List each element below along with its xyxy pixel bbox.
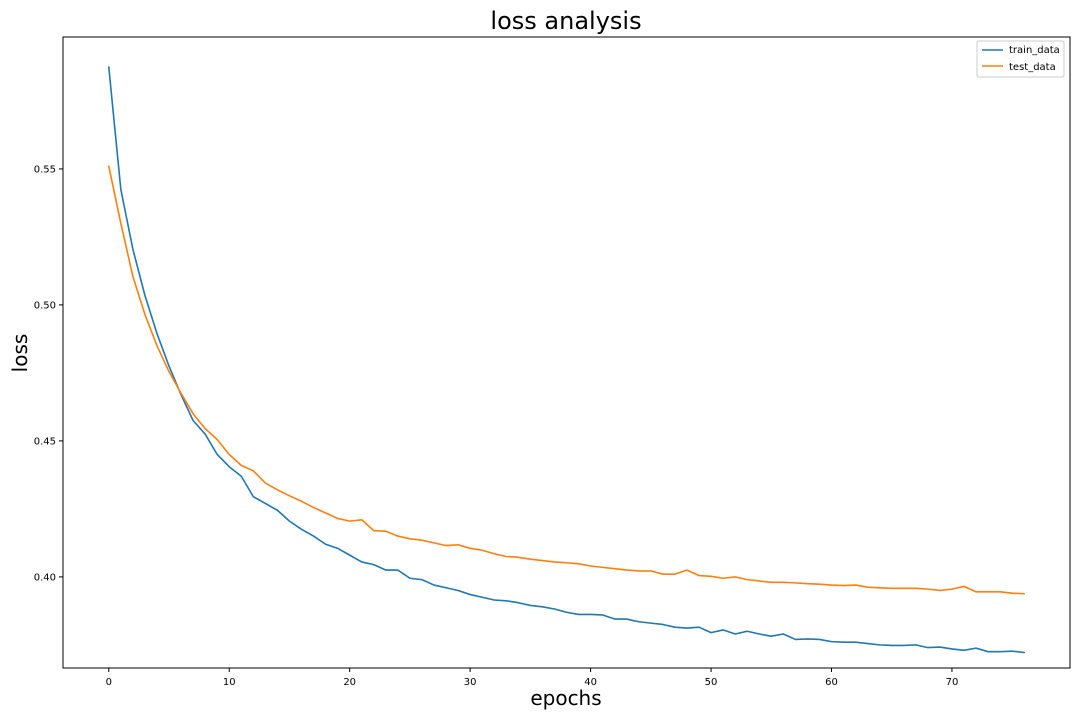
x-tick-label: 20 [343, 677, 356, 688]
series-group [107, 66, 1026, 654]
x-tick-label: 10 [223, 677, 236, 688]
legend: train_data test_data [976, 40, 1065, 78]
legend-label-train-data: train_data [1009, 45, 1060, 56]
x-tick-label: 70 [946, 677, 959, 688]
legend-label-test-data: test_data [1009, 62, 1056, 73]
y-tick-label: 0.55 [34, 164, 56, 175]
y-tick-label: 0.50 [34, 300, 56, 311]
y-axis: 0.40 0.45 0.50 0.55 [34, 164, 63, 583]
y-axis-label: loss [8, 334, 32, 373]
x-tick-label: 60 [825, 677, 838, 688]
x-axis: 0 10 20 30 40 50 60 70 [106, 668, 959, 688]
plot-area [62, 36, 1071, 669]
y-tick-label: 0.45 [34, 436, 56, 447]
chart-title: loss analysis [490, 7, 641, 35]
series-line-test-data [107, 165, 1026, 595]
x-tick-label: 30 [464, 677, 477, 688]
x-tick-label: 50 [705, 677, 718, 688]
x-tick-label: 40 [584, 677, 597, 688]
x-axis-label: epochs [530, 686, 601, 710]
x-tick-label: 0 [106, 677, 112, 688]
series-line-train-data [107, 66, 1026, 654]
y-tick-label: 0.40 [34, 572, 56, 583]
